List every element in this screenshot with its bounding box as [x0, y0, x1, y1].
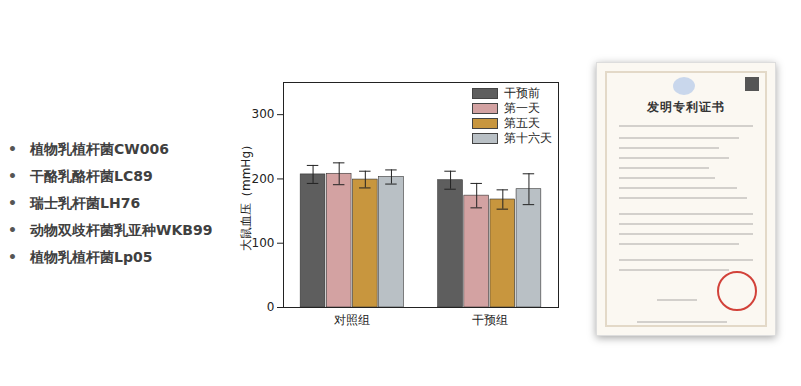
html-text:植物乳植杆菌CW006: 植物乳植杆菌CW006: [30, 141, 169, 157]
html-text:干酪乳酪杆菌LC89: 干酪乳酪杆菌LC89: [30, 168, 153, 184]
svg-text:0: 0: [267, 300, 275, 314]
svg-text:大鼠血压（mmHg）: 大鼠血压（mmHg）: [239, 139, 253, 251]
html-text:干预前: 干预前: [504, 86, 540, 100]
html-text:第一天: 第一天: [504, 101, 540, 115]
svg-text:100: 100: [252, 236, 275, 250]
svg-text:对照组: 对照组: [334, 313, 370, 327]
html-text:动物双歧杆菌乳亚种WKB99: 动物双歧杆菌乳亚种WKB99: [30, 222, 213, 238]
html-text:发明专利证书: 发明专利证书: [647, 100, 725, 114]
html-text:瑞士乳杆菌LH76: 瑞士乳杆菌LH76: [30, 195, 141, 211]
svg-text:200: 200: [252, 172, 275, 186]
svg-text:干预组: 干预组: [472, 313, 508, 327]
html-text:植物乳植杆菌Lp05: 植物乳植杆菌Lp05: [30, 249, 153, 265]
svg-text:300: 300: [252, 107, 275, 121]
html-text:第十六天: 第十六天: [504, 131, 552, 145]
html-text:第五天: 第五天: [504, 116, 540, 130]
